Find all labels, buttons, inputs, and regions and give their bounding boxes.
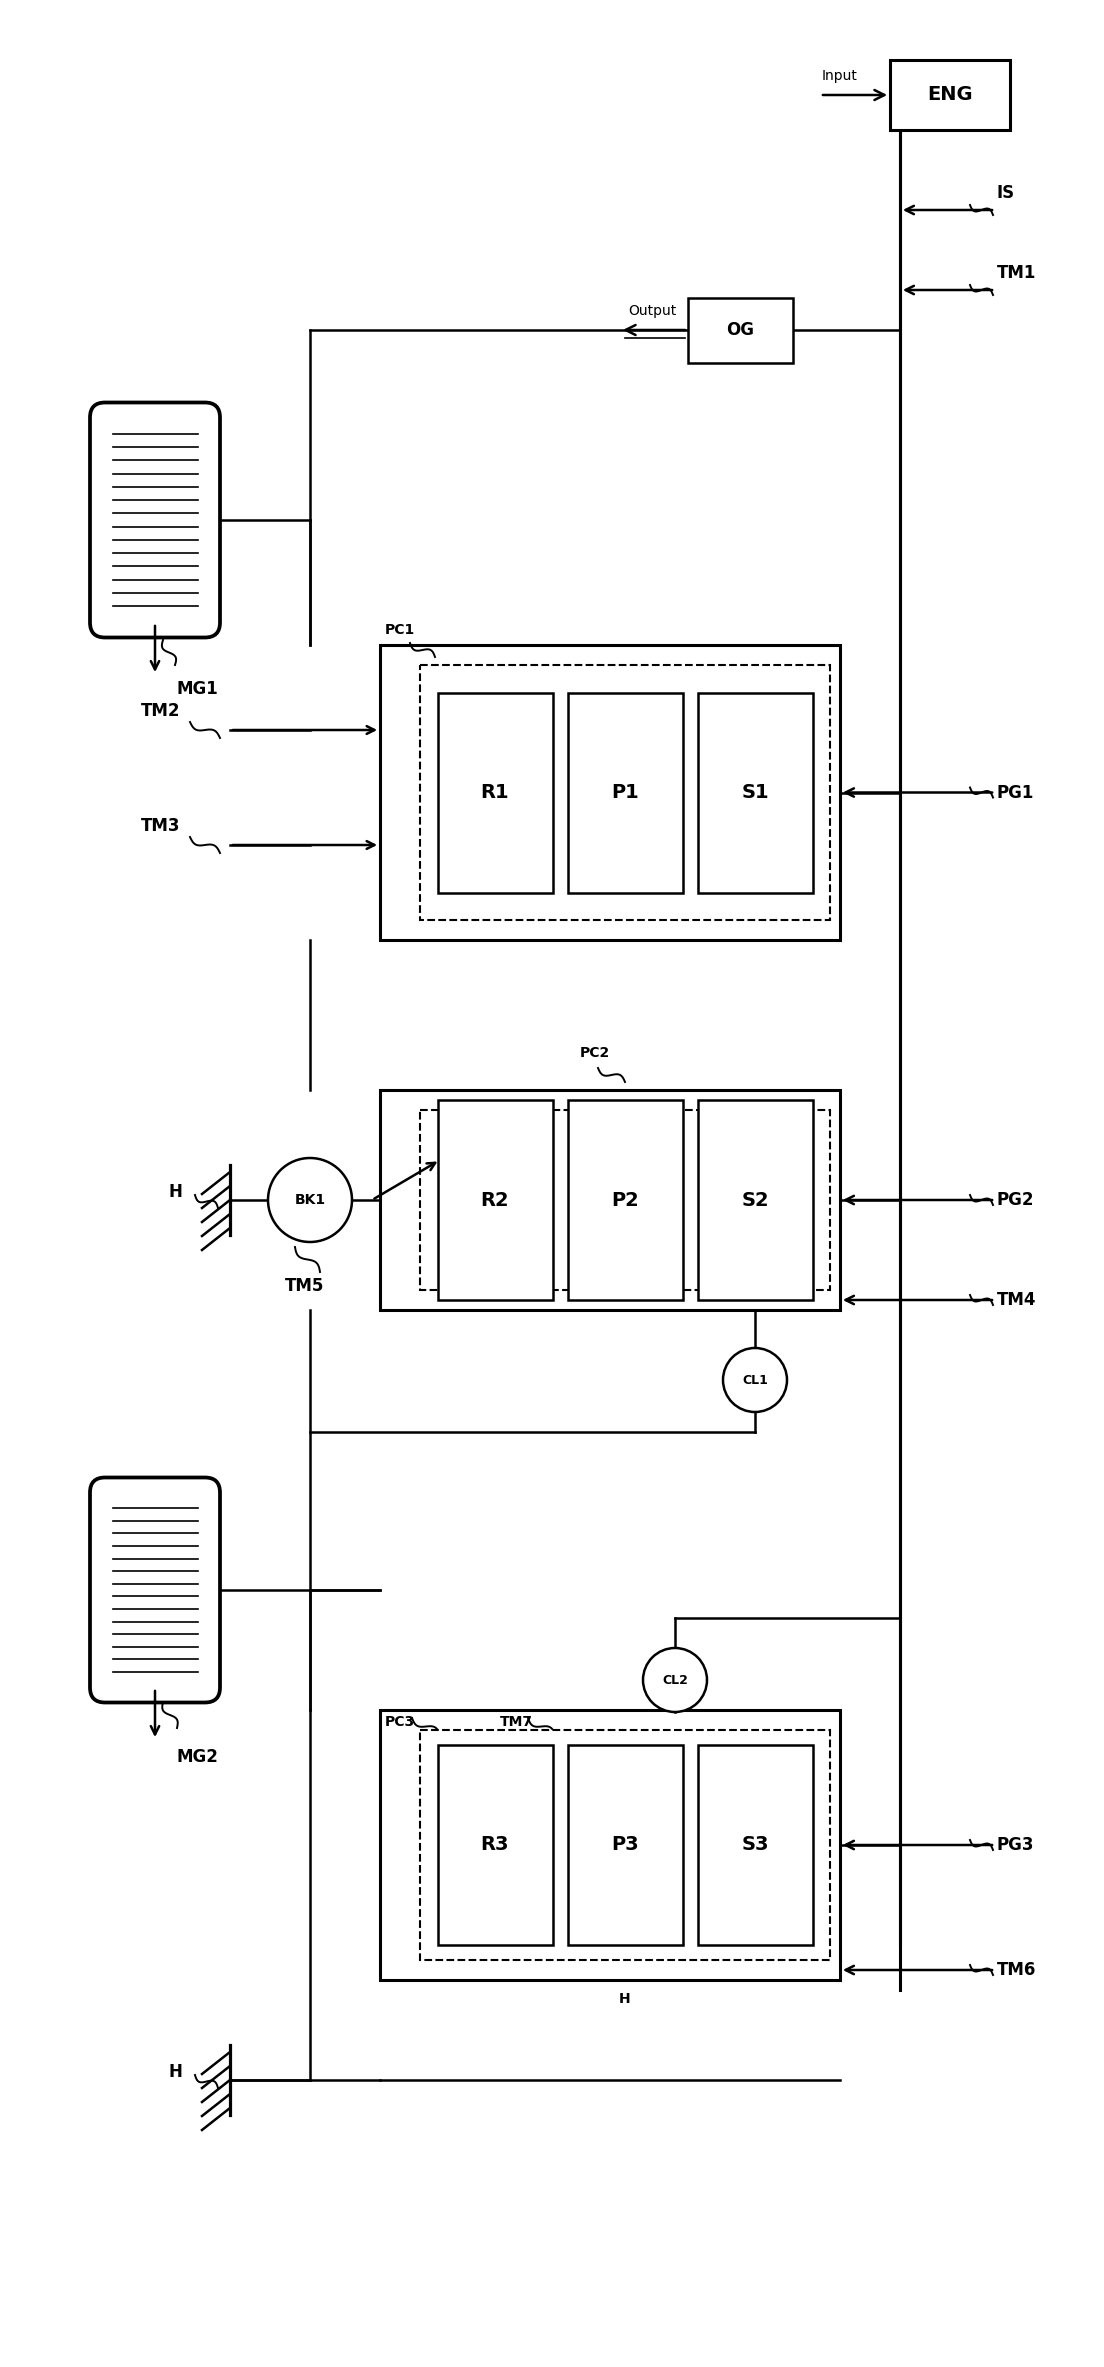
Text: P3: P3 <box>612 1834 639 1853</box>
Text: PC3: PC3 <box>385 1716 415 1728</box>
Text: Output: Output <box>628 303 676 317</box>
Bar <box>890 59 1010 130</box>
Circle shape <box>643 1647 707 1711</box>
Text: PC1: PC1 <box>385 623 415 637</box>
FancyBboxPatch shape <box>91 402 220 637</box>
Text: Input: Input <box>822 69 858 83</box>
Circle shape <box>723 1347 787 1413</box>
Circle shape <box>268 1157 352 1243</box>
Text: S2: S2 <box>741 1191 768 1210</box>
Text: R2: R2 <box>480 1191 509 1210</box>
Bar <box>567 1744 682 1946</box>
Text: IS: IS <box>997 185 1015 201</box>
Text: P2: P2 <box>612 1191 639 1210</box>
Text: BK1: BK1 <box>295 1193 326 1207</box>
Text: TM5: TM5 <box>285 1278 325 1295</box>
Text: MG2: MG2 <box>177 1747 219 1766</box>
Bar <box>698 694 813 892</box>
Bar <box>437 1744 552 1946</box>
Text: ENG: ENG <box>927 85 973 104</box>
Text: TM6: TM6 <box>997 1960 1037 1979</box>
Text: TM7: TM7 <box>500 1716 533 1728</box>
Text: R3: R3 <box>480 1834 509 1853</box>
Text: MG1: MG1 <box>177 679 219 698</box>
Bar <box>698 1101 813 1299</box>
Bar <box>420 1110 830 1290</box>
Text: H: H <box>619 1993 630 2005</box>
Text: P1: P1 <box>612 783 639 802</box>
Bar <box>698 1744 813 1946</box>
Bar <box>380 1089 840 1309</box>
Text: TM1: TM1 <box>997 265 1037 282</box>
Text: OG: OG <box>726 322 754 338</box>
Text: TM2: TM2 <box>140 703 180 720</box>
Text: PG3: PG3 <box>997 1837 1034 1853</box>
Text: TM4: TM4 <box>997 1290 1037 1309</box>
Bar <box>380 644 840 940</box>
Text: H: H <box>168 2064 182 2081</box>
Bar <box>567 694 682 892</box>
Bar <box>437 1101 552 1299</box>
Text: PG2: PG2 <box>997 1191 1034 1210</box>
Bar <box>437 694 552 892</box>
Bar <box>688 298 793 362</box>
Text: H: H <box>168 1184 182 1200</box>
Bar <box>420 665 830 921</box>
FancyBboxPatch shape <box>91 1477 220 1702</box>
Bar <box>380 1709 840 1981</box>
Text: R1: R1 <box>480 783 509 802</box>
Text: CL1: CL1 <box>742 1373 768 1387</box>
Bar <box>420 1730 830 1960</box>
Text: S1: S1 <box>741 783 768 802</box>
Bar <box>567 1101 682 1299</box>
Text: S3: S3 <box>741 1834 768 1853</box>
Text: PG1: PG1 <box>997 783 1034 802</box>
Text: PC2: PC2 <box>580 1046 611 1060</box>
Text: CL2: CL2 <box>662 1673 688 1688</box>
Text: TM3: TM3 <box>140 817 180 836</box>
